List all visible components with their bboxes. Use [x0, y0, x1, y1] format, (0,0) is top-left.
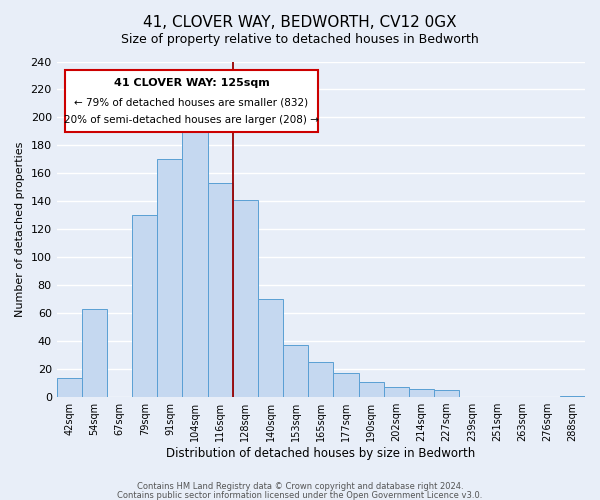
Bar — [409, 388, 434, 397]
Bar — [208, 183, 233, 397]
Bar — [283, 346, 308, 397]
Bar — [233, 200, 258, 397]
Bar — [560, 396, 585, 397]
Text: Size of property relative to detached houses in Bedworth: Size of property relative to detached ho… — [121, 32, 479, 46]
Bar — [182, 118, 208, 397]
Bar — [434, 390, 459, 397]
Bar — [308, 362, 334, 397]
FancyBboxPatch shape — [65, 70, 318, 132]
Text: 41, CLOVER WAY, BEDWORTH, CV12 0GX: 41, CLOVER WAY, BEDWORTH, CV12 0GX — [143, 15, 457, 30]
Bar — [82, 309, 107, 397]
Bar — [56, 378, 82, 397]
Text: 41 CLOVER WAY: 125sqm: 41 CLOVER WAY: 125sqm — [113, 78, 269, 88]
Bar — [157, 160, 182, 397]
Text: Contains HM Land Registry data © Crown copyright and database right 2024.: Contains HM Land Registry data © Crown c… — [137, 482, 463, 491]
Bar — [132, 216, 157, 397]
Bar — [258, 299, 283, 397]
Text: 20% of semi-detached houses are larger (208) →: 20% of semi-detached houses are larger (… — [64, 115, 319, 125]
Bar — [359, 382, 384, 397]
Text: Contains public sector information licensed under the Open Government Licence v3: Contains public sector information licen… — [118, 490, 482, 500]
X-axis label: Distribution of detached houses by size in Bedworth: Distribution of detached houses by size … — [166, 447, 475, 460]
Y-axis label: Number of detached properties: Number of detached properties — [15, 142, 25, 317]
Bar — [334, 374, 359, 397]
Text: ← 79% of detached houses are smaller (832): ← 79% of detached houses are smaller (83… — [74, 97, 308, 107]
Bar — [384, 388, 409, 397]
